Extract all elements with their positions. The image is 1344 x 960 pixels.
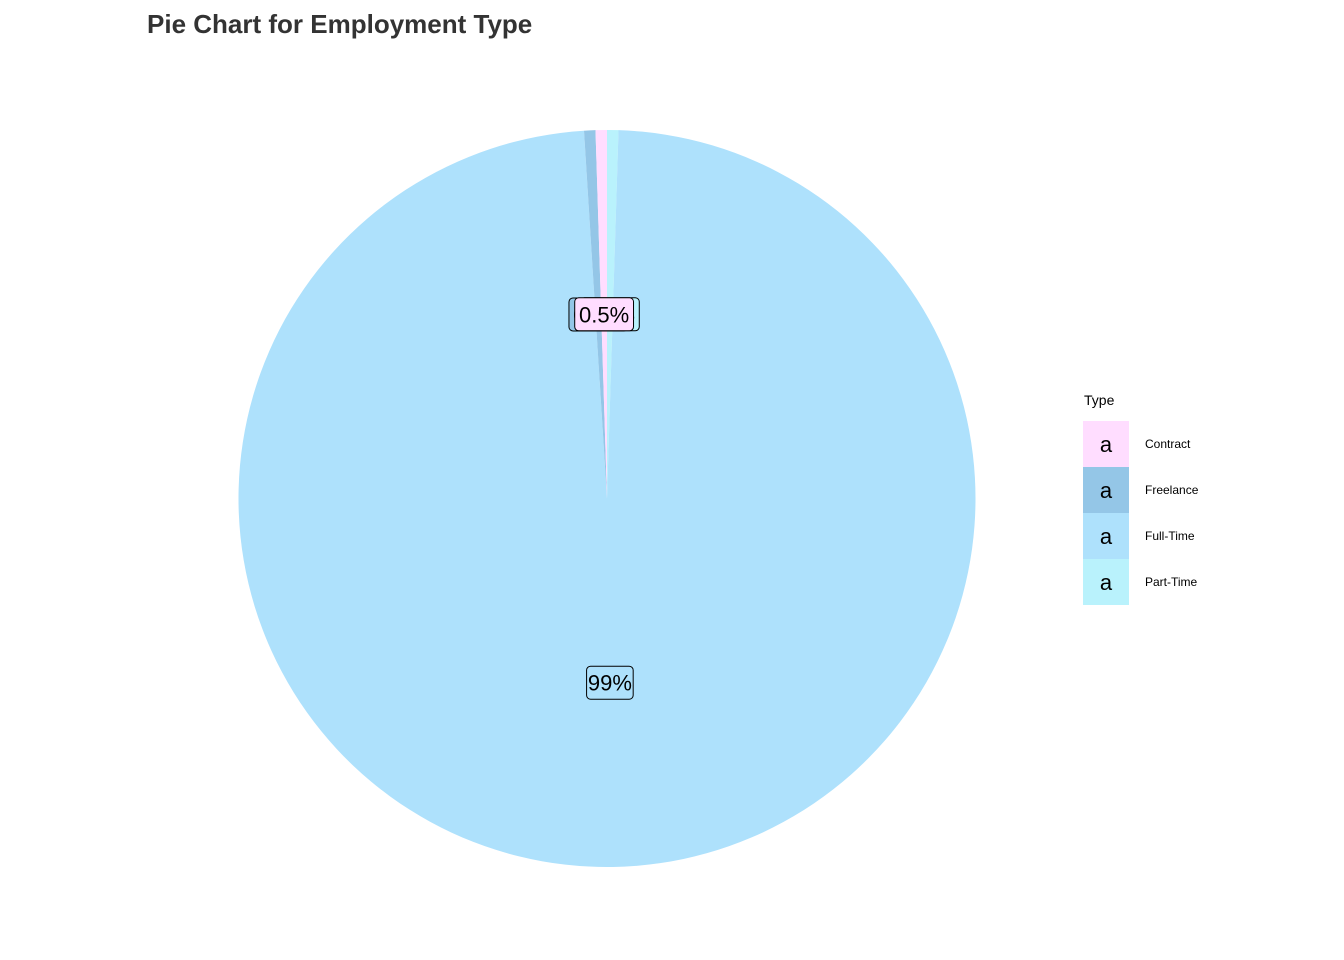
legend-key-swatch	[1083, 421, 1129, 467]
legend-key-glyph: a	[1100, 570, 1113, 595]
slice-label-full-time: 99%	[586, 665, 634, 700]
legend-label: Part-Time	[1145, 575, 1198, 589]
legend-key-glyph: a	[1100, 432, 1113, 457]
slice-label-text: 99%	[588, 671, 632, 696]
legend-key-swatch	[1083, 513, 1129, 559]
legend-key-swatch	[1083, 559, 1129, 605]
legend-item-full-time: a Full-Time	[1083, 513, 1195, 559]
slice-label-box	[574, 297, 635, 332]
legend-label: Full-Time	[1145, 529, 1195, 543]
legend-title: Type	[1084, 392, 1115, 408]
pie-slice-full-time	[238, 130, 976, 867]
legend-label: Contract	[1145, 437, 1191, 451]
slice-label-text: 0.5%	[579, 302, 629, 327]
legend-item-contract: a Contract	[1083, 421, 1191, 467]
legend-key-glyph: a	[1100, 478, 1113, 503]
chart-title: Pie Chart for Employment Type	[147, 9, 532, 39]
slice-labels: 0.5%99%0.5%0.5%	[568, 297, 640, 700]
slice-label-box	[586, 665, 634, 700]
legend-label: Freelance	[1145, 483, 1199, 497]
legend-key-swatch	[1083, 467, 1129, 513]
legend-item-part-time: a Part-Time	[1083, 559, 1198, 605]
legend: Type a Contract a Freelance a Full-Time a Part-…	[1083, 392, 1199, 605]
legend-key-glyph: a	[1100, 524, 1113, 549]
slice-label-contract: 0.5%	[574, 297, 635, 332]
pie-slices	[238, 130, 976, 867]
legend-item-freelance: a Freelance	[1083, 467, 1199, 513]
